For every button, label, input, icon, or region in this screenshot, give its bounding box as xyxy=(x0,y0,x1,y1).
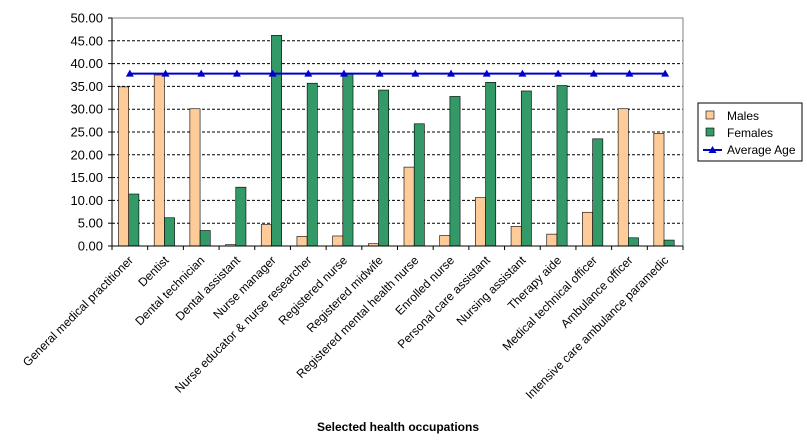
bar-females xyxy=(342,73,354,247)
x-tick-label: Nurse manager xyxy=(210,253,278,321)
average-age-marker xyxy=(482,69,491,77)
y-tick-label: 30.00 xyxy=(70,102,103,117)
y-tick-label: 10.00 xyxy=(70,193,103,208)
bar-females xyxy=(199,230,211,247)
average-age-marker xyxy=(197,69,206,77)
y-tick-label: 5.00 xyxy=(78,216,103,231)
bars xyxy=(118,35,675,247)
bar-males xyxy=(582,211,593,247)
y-tick-label: 20.00 xyxy=(70,147,103,162)
average-age-marker xyxy=(411,69,420,77)
bar-females xyxy=(592,138,604,247)
bar-females xyxy=(663,239,675,247)
x-tick-labels: General medical practitioner DentistDenta… xyxy=(20,253,671,402)
average-age-marker xyxy=(232,69,241,77)
x-axis-title: Selected health occupations xyxy=(317,420,479,434)
bar-females xyxy=(628,237,639,247)
bar-males xyxy=(189,108,201,247)
bar-males xyxy=(617,108,629,247)
average-age-marker xyxy=(339,69,348,77)
bar-males xyxy=(439,235,451,247)
bar-males xyxy=(118,86,129,247)
legend-label: Females xyxy=(727,126,773,140)
bar-females xyxy=(235,186,247,247)
legend: Males Females Average Age xyxy=(697,102,803,162)
average-age-marker xyxy=(125,69,134,77)
average-age-line xyxy=(125,69,670,77)
y-tick-labels: 0.00 5.00 10.00 15.00 20.00 25.00 30.00 35.00 40… xyxy=(70,11,103,254)
bar-males xyxy=(332,235,344,247)
y-tick-label: 15.00 xyxy=(70,170,103,185)
bar-females xyxy=(271,35,282,247)
bar-males xyxy=(153,74,165,247)
average-age-marker xyxy=(661,69,670,77)
axes xyxy=(108,17,684,250)
average-age-marker xyxy=(304,69,313,77)
y-tick-label: 35.00 xyxy=(70,79,103,94)
bar-females xyxy=(449,96,461,247)
bar-males xyxy=(510,226,522,247)
average-age-marker xyxy=(375,69,384,77)
bar-males xyxy=(475,197,486,247)
y-tick-label: 40.00 xyxy=(70,56,103,71)
average-age-marker xyxy=(554,69,563,77)
bar-females xyxy=(164,217,175,247)
y-tick-label: 0.00 xyxy=(78,239,103,254)
bar-females xyxy=(413,123,425,247)
x-tick-label: General medical practitioner xyxy=(20,253,136,369)
average-age-marker xyxy=(447,69,456,77)
bar-males xyxy=(296,236,308,247)
y-tick-label: 25.00 xyxy=(70,125,103,140)
average-age-marker xyxy=(625,69,634,77)
bar-females xyxy=(520,90,532,247)
bar-males xyxy=(260,224,272,247)
y-tick-label: 50.00 xyxy=(70,11,103,26)
average-age-marker xyxy=(161,69,170,77)
bar-males xyxy=(546,233,558,247)
legend-label: Males xyxy=(727,109,759,123)
bar-females xyxy=(485,81,497,247)
bar-females xyxy=(306,82,318,247)
legend-swatch-males xyxy=(705,110,715,120)
average-age-marker xyxy=(268,69,277,77)
bar-females xyxy=(556,85,568,247)
legend-swatch-females xyxy=(705,127,715,137)
bar-males xyxy=(653,133,665,247)
y-tick-label: 45.00 xyxy=(70,33,103,48)
legend-swatch-marker xyxy=(708,146,717,153)
average-age-marker xyxy=(518,69,527,77)
bar-females xyxy=(378,89,390,247)
average-age-marker xyxy=(589,69,598,77)
bar-males xyxy=(403,166,415,247)
legend-label: Average Age xyxy=(727,143,796,157)
bar-females xyxy=(128,193,140,247)
